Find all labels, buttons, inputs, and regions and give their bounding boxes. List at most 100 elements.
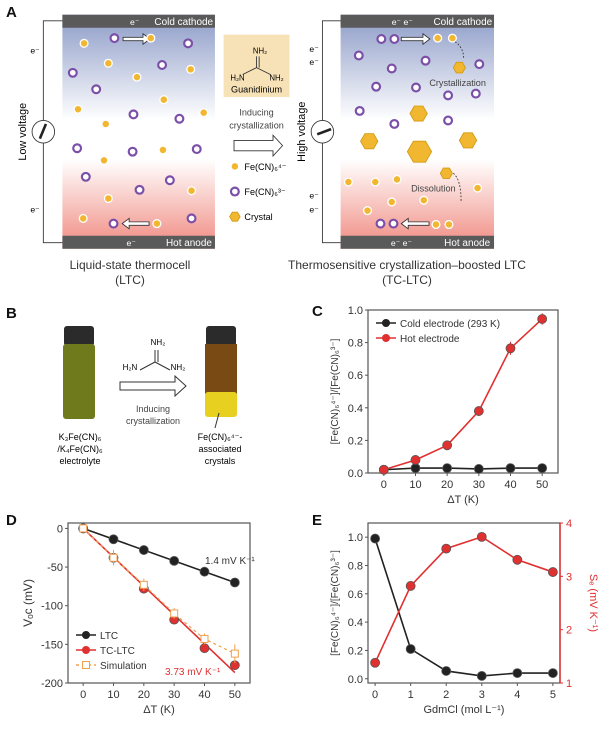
y-tick-label: -150 [41, 639, 63, 651]
y-tick-label: 0.0 [348, 468, 363, 480]
data-point [442, 463, 453, 474]
crystal-icon [360, 133, 379, 150]
y-tick-label: 0 [57, 523, 63, 535]
electron-label: e⁻ [309, 44, 319, 54]
crystal-caption: Fe(CN)₆⁴⁻- [198, 432, 243, 442]
crystal-icon [409, 105, 428, 122]
h2n-label: H₂N [123, 363, 138, 372]
data-point [473, 406, 484, 416]
ltc-cold-cathode [62, 14, 215, 28]
data-point [138, 545, 149, 555]
fe4-ion-icon [473, 183, 483, 193]
ltc-hot-anode [62, 235, 215, 249]
electrolyte-vial [63, 344, 95, 419]
fe3-ion-icon [411, 82, 421, 93]
data-point [199, 566, 210, 577]
y-tick-label: 0.8 [348, 560, 363, 572]
x-tick-label: 50 [229, 689, 241, 701]
fe4-ion-icon [199, 108, 209, 118]
vial-cap [64, 326, 94, 346]
y-tick-label: 0.6 [348, 589, 363, 601]
fe3-ion-icon [80, 171, 91, 182]
electron-label: e⁻ [30, 204, 40, 214]
fe3-ion-icon [420, 55, 431, 66]
electron-label: e⁻ [130, 17, 140, 27]
electron-label: e⁻ e⁻ [391, 238, 413, 248]
fe4-ion-icon [362, 206, 373, 216]
fe4-ion-icon [370, 177, 380, 187]
fe4-ion-icon [146, 33, 156, 43]
electrolyte-caption: K₃Fe(CN)₆ [59, 432, 102, 442]
cold-cathode-label: Cold cathode [154, 17, 213, 28]
nh2-label: NH₂ [269, 74, 283, 83]
legend-crystal: Crystal [244, 212, 272, 222]
data-point [442, 440, 453, 451]
data-point [405, 581, 416, 591]
legend-marker [82, 646, 90, 654]
fe3-ion-icon [389, 34, 400, 44]
fe3-ion-icon [376, 34, 387, 44]
crystal-caption: associated [198, 444, 241, 454]
electron-transfer-arrow-icon [400, 217, 430, 230]
panel-d-label: D [6, 512, 17, 529]
crystal-layer [205, 392, 237, 417]
plot-frame [367, 522, 561, 684]
x-axis-label: ΔT (K) [447, 494, 479, 506]
electron-label: e⁻ [309, 190, 319, 200]
ltc-slope-annotation: 1.4 mV K⁻¹ [205, 556, 255, 567]
fe4-ion-icon [152, 219, 162, 229]
y-tick-label: 0.4 [348, 403, 363, 415]
electron-label: e⁻ e⁻ [392, 17, 414, 27]
guanidinium-label: Guanidinium [231, 85, 282, 95]
fe3-ion-icon [354, 105, 365, 116]
fe3-ion-icon [183, 38, 194, 49]
legend-marker [82, 661, 90, 669]
legend-entry: TC-LTC [100, 646, 135, 657]
legend-fe3: Fe(CN)₆³⁻ [244, 187, 285, 197]
panel-b-label: B [6, 305, 17, 322]
x-tick-label: 2 [443, 689, 449, 701]
fe4-ion-icon [343, 177, 353, 187]
data-point [410, 455, 421, 465]
data-point [476, 671, 487, 681]
electron-transfer-arrow-icon [121, 217, 150, 230]
fe3-ion-icon [186, 213, 197, 224]
plot-frame [67, 522, 251, 684]
series-line [383, 467, 543, 471]
legend-marker [82, 631, 90, 639]
legend-fe4-icon [230, 161, 240, 171]
hot-anode-label: Hot anode [444, 238, 490, 249]
y-tick-label: -200 [41, 678, 63, 690]
fe4-ion-icon [392, 174, 402, 184]
data-point [473, 464, 484, 474]
crystallization-label: crystallization [126, 416, 180, 426]
data-point [170, 609, 179, 618]
y-right-tick-label: 1 [566, 678, 572, 690]
x-tick-label: 30 [168, 689, 180, 701]
y-tick-label: -100 [41, 601, 63, 613]
fe3-ion-icon [127, 146, 138, 157]
panel-e-label: E [312, 512, 323, 529]
fe3-ion-icon [157, 60, 168, 70]
caption-line: (LTC) [115, 273, 145, 287]
data-point [229, 577, 240, 588]
nh2-label: NH₂ [151, 338, 166, 347]
y-right-tick-label: 2 [566, 625, 572, 637]
fe4-ion-icon [431, 219, 441, 230]
legend-entry: Hot electrode [400, 334, 460, 345]
series-line [383, 318, 543, 471]
fe3-ion-icon [375, 218, 386, 229]
nh2-label: NH₂ [171, 363, 186, 372]
crystallization-note: Crystallization [429, 78, 486, 88]
fe4-ion-icon [103, 193, 113, 204]
hot-anode-label: Hot anode [166, 238, 212, 249]
y-tick-label: 0.0 [348, 674, 363, 686]
x-tick-label: 0 [372, 689, 378, 701]
data-point [79, 524, 88, 533]
crystal-icon [229, 211, 241, 222]
legend-entry: Simulation [100, 661, 147, 672]
ltc-caption: Liquid-state thermocell (LTC) [30, 258, 230, 288]
x-tick-label: 3 [479, 689, 485, 701]
data-point [230, 649, 239, 658]
crystal-icon [439, 167, 453, 180]
